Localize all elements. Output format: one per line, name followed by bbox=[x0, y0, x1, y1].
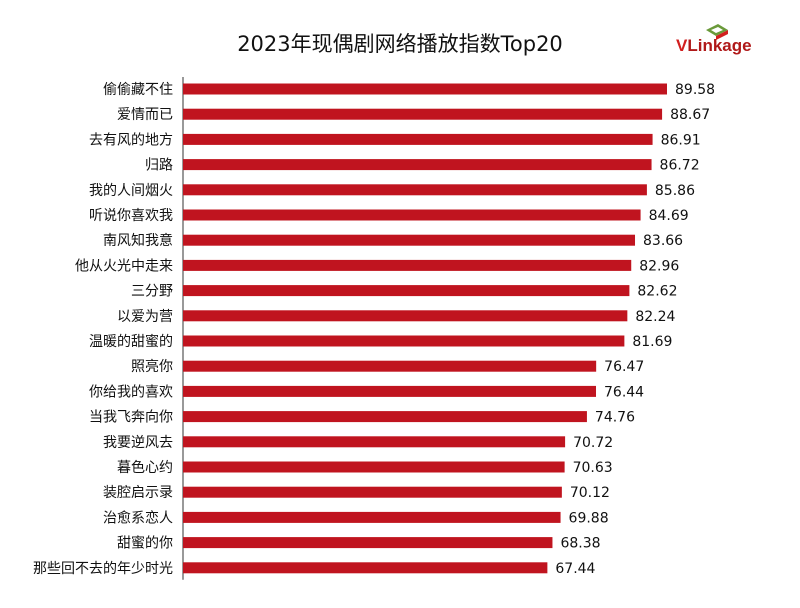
bar bbox=[183, 234, 636, 246]
bar bbox=[183, 83, 667, 95]
logo-mark-icon bbox=[706, 24, 728, 40]
category-label: 听说你喜欢我 bbox=[89, 208, 173, 224]
data-label: 89.58 bbox=[675, 82, 715, 98]
category-label: 温暖的甜蜜的 bbox=[89, 334, 173, 350]
category-label: 去有风的地方 bbox=[89, 132, 173, 148]
category-label: 你给我的喜欢 bbox=[89, 384, 173, 400]
data-label: 70.63 bbox=[573, 460, 613, 476]
data-label: 82.62 bbox=[637, 284, 677, 300]
data-label: 81.69 bbox=[632, 334, 672, 350]
bar bbox=[183, 385, 597, 397]
logo-v: V bbox=[676, 36, 688, 55]
data-label: 76.44 bbox=[604, 384, 644, 400]
bar bbox=[183, 511, 561, 523]
data-label: 82.96 bbox=[639, 258, 679, 274]
category-label: 当我飞奔向你 bbox=[89, 410, 173, 426]
bar bbox=[183, 486, 562, 498]
category-label: 暮色心约 bbox=[117, 459, 173, 476]
data-label: 69.88 bbox=[569, 510, 609, 526]
data-label: 86.91 bbox=[661, 132, 701, 148]
logo-text: VLinkage bbox=[676, 36, 752, 56]
category-label: 我要逆风去 bbox=[103, 435, 173, 451]
category-label: 装腔启示录 bbox=[103, 485, 173, 501]
bar bbox=[183, 259, 632, 271]
bar bbox=[183, 360, 597, 372]
bar bbox=[183, 537, 553, 549]
data-label: 85.86 bbox=[655, 183, 695, 199]
bar bbox=[183, 184, 647, 196]
category-label: 南风知我意 bbox=[103, 232, 173, 249]
category-label: 他从火光中走来 bbox=[75, 258, 173, 274]
logo-linkage: Linkage bbox=[687, 36, 752, 55]
chart-title: 2023年现偶剧网络播放指数Top20 bbox=[237, 32, 563, 56]
category-label: 归路 bbox=[145, 157, 173, 174]
bar bbox=[183, 108, 663, 120]
data-label: 84.69 bbox=[649, 208, 689, 224]
data-label: 70.12 bbox=[570, 485, 610, 501]
category-label: 甜蜜的你 bbox=[117, 536, 173, 552]
data-label: 74.76 bbox=[595, 410, 635, 426]
category-label: 以爱为营 bbox=[117, 309, 173, 325]
category-label: 爱情而已 bbox=[117, 107, 173, 123]
category-label: 三分野 bbox=[131, 284, 173, 300]
data-label: 83.66 bbox=[643, 233, 683, 249]
bar bbox=[183, 461, 565, 473]
bar bbox=[183, 411, 587, 423]
data-label: 88.67 bbox=[670, 107, 710, 123]
data-label: 70.72 bbox=[573, 435, 613, 451]
category-label: 我的人间烟火 bbox=[89, 183, 173, 199]
data-label: 86.72 bbox=[660, 158, 700, 174]
bar bbox=[183, 159, 652, 171]
category-label: 照亮你 bbox=[131, 358, 173, 375]
bar bbox=[183, 133, 653, 145]
category-label: 偷偷藏不住 bbox=[103, 82, 173, 98]
bar bbox=[183, 209, 641, 221]
vlinkage-logo: VLinkage bbox=[676, 22, 772, 62]
data-label: 82.24 bbox=[635, 309, 675, 325]
bar bbox=[183, 562, 548, 574]
bar bbox=[183, 335, 625, 347]
category-label: 那些回不去的年少时光 bbox=[33, 561, 173, 577]
bar bbox=[183, 285, 630, 297]
data-label: 67.44 bbox=[555, 561, 595, 577]
bar bbox=[183, 310, 628, 322]
bar bbox=[183, 436, 566, 448]
category-label: 治愈系恋人 bbox=[103, 509, 173, 526]
data-label: 76.47 bbox=[604, 359, 644, 375]
data-label: 68.38 bbox=[560, 536, 600, 552]
